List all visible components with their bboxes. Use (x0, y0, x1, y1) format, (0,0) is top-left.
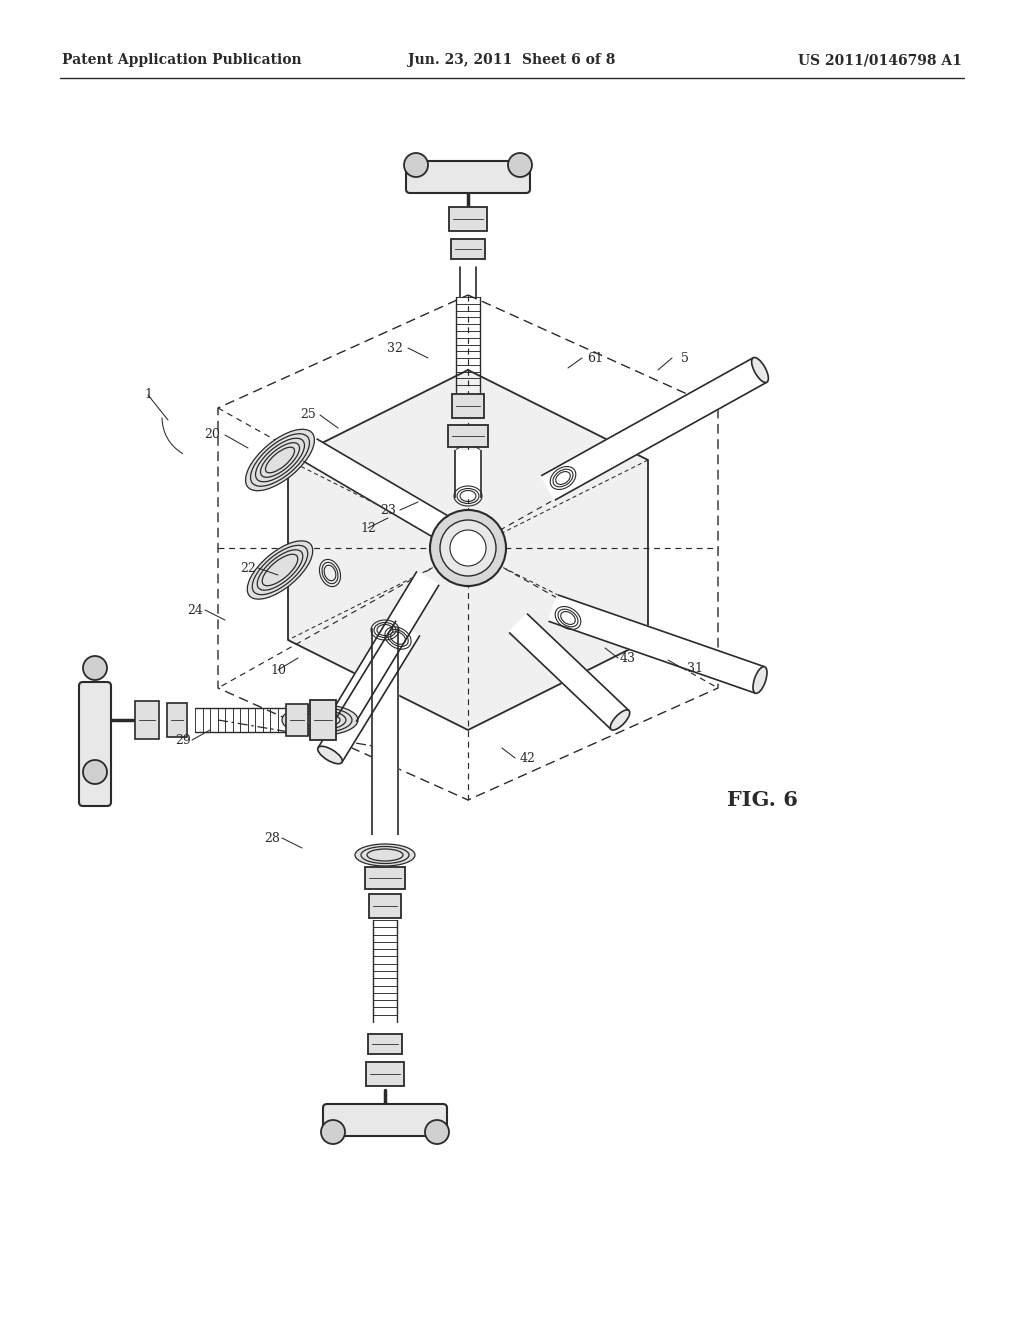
Text: 25: 25 (300, 408, 315, 421)
Ellipse shape (752, 358, 768, 383)
Ellipse shape (282, 705, 358, 735)
Polygon shape (303, 438, 450, 539)
FancyBboxPatch shape (452, 393, 484, 418)
Text: 24: 24 (187, 603, 203, 616)
FancyBboxPatch shape (365, 867, 406, 888)
FancyBboxPatch shape (368, 1034, 402, 1053)
Circle shape (321, 1119, 345, 1144)
Ellipse shape (247, 541, 312, 599)
Polygon shape (509, 614, 629, 730)
Text: 20: 20 (204, 429, 220, 441)
Text: 1: 1 (144, 388, 152, 401)
Circle shape (440, 520, 496, 576)
Text: 61: 61 (587, 351, 603, 364)
FancyBboxPatch shape (449, 425, 488, 447)
Polygon shape (318, 620, 420, 763)
Ellipse shape (246, 429, 314, 491)
Circle shape (425, 1119, 449, 1144)
Text: Jun. 23, 2011  Sheet 6 of 8: Jun. 23, 2011 Sheet 6 of 8 (409, 53, 615, 67)
FancyBboxPatch shape (323, 1104, 447, 1137)
Text: US 2011/0146798 A1: US 2011/0146798 A1 (798, 53, 962, 67)
Ellipse shape (317, 746, 342, 764)
Text: 32: 32 (387, 342, 402, 355)
Text: 10: 10 (270, 664, 286, 676)
FancyBboxPatch shape (366, 1063, 404, 1086)
FancyBboxPatch shape (135, 701, 159, 739)
Text: 29: 29 (175, 734, 190, 747)
FancyBboxPatch shape (79, 682, 111, 807)
Text: 42: 42 (520, 751, 536, 764)
Text: 28: 28 (264, 832, 280, 845)
Text: 22: 22 (240, 561, 256, 574)
FancyBboxPatch shape (449, 207, 487, 231)
Circle shape (450, 531, 486, 566)
Circle shape (508, 153, 532, 177)
Polygon shape (542, 358, 767, 500)
FancyBboxPatch shape (451, 239, 485, 259)
Text: 12: 12 (360, 521, 376, 535)
FancyBboxPatch shape (167, 704, 187, 737)
Polygon shape (288, 370, 648, 730)
Polygon shape (334, 572, 439, 722)
Polygon shape (372, 628, 398, 836)
Ellipse shape (610, 710, 630, 730)
Circle shape (430, 510, 506, 586)
Text: FIG. 6: FIG. 6 (727, 789, 798, 810)
Text: 43: 43 (620, 652, 636, 664)
FancyBboxPatch shape (369, 894, 401, 917)
Text: 31: 31 (687, 661, 703, 675)
Circle shape (83, 656, 106, 680)
FancyBboxPatch shape (310, 700, 336, 741)
Ellipse shape (355, 843, 415, 866)
FancyBboxPatch shape (406, 161, 530, 193)
Text: Patent Application Publication: Patent Application Publication (62, 53, 302, 67)
FancyBboxPatch shape (286, 704, 308, 737)
Ellipse shape (753, 667, 767, 693)
Polygon shape (549, 595, 765, 693)
Text: 5: 5 (681, 351, 689, 364)
Circle shape (404, 153, 428, 177)
Circle shape (83, 760, 106, 784)
Polygon shape (455, 450, 481, 498)
Text: 23: 23 (380, 503, 396, 516)
